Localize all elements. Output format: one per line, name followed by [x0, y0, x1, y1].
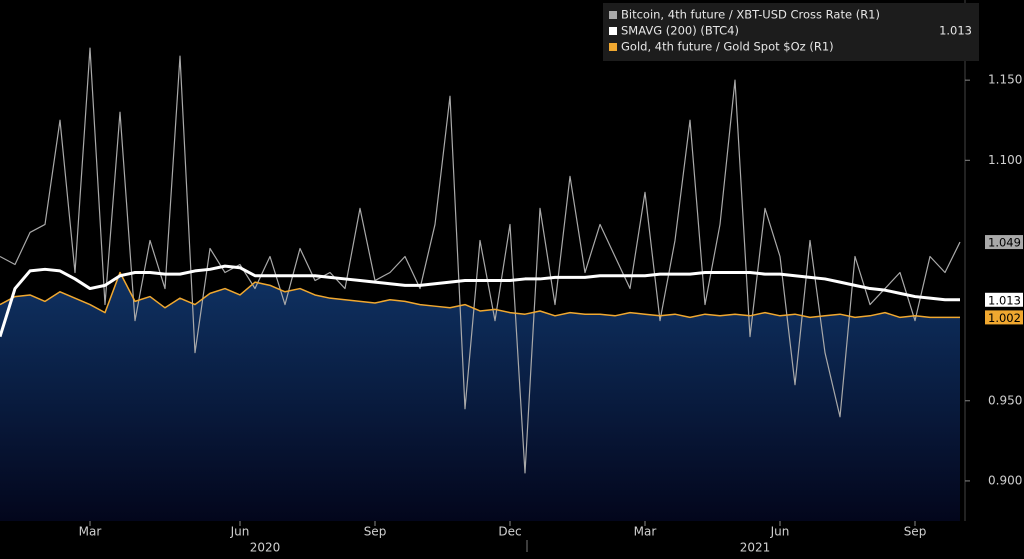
legend-box	[603, 3, 979, 61]
legend-label: SMAVG (200) (BTC4)	[621, 24, 739, 38]
x-tick-label: Sep	[364, 525, 387, 539]
x-tick-label: Dec	[498, 525, 521, 539]
legend-swatch	[609, 43, 617, 51]
legend-value: 1.013	[939, 24, 972, 38]
legend-label: Gold, 4th future / Gold Spot $Oz (R1)	[621, 40, 834, 54]
last-value-label: 1.013	[988, 293, 1021, 307]
x-tick-label: Sep	[904, 525, 927, 539]
y-tick-label: 0.900	[988, 473, 1022, 487]
x-tick-label: Jun	[230, 525, 250, 539]
x-tick-label: Mar	[634, 525, 657, 539]
last-value-label: 1.002	[988, 311, 1021, 325]
year-label: 2020	[250, 541, 281, 555]
last-value-box	[985, 235, 1023, 250]
series-line	[0, 264, 960, 338]
series-line	[0, 271, 960, 319]
x-tick-label: Jun	[770, 525, 790, 539]
last-value-box	[985, 292, 1023, 307]
legend-swatch	[609, 11, 617, 19]
legend-label: Bitcoin, 4th future / XBT-USD Cross Rate…	[621, 8, 880, 22]
last-value-box	[985, 310, 1023, 325]
year-label: 2021	[740, 541, 771, 555]
area	[0, 272, 960, 521]
y-tick-label: 1.100	[988, 153, 1022, 167]
last-value-label: 1.049	[988, 236, 1021, 250]
legend: Bitcoin, 4th future / XBT-USD Cross Rate…	[603, 3, 979, 61]
y-tick-label: 0.950	[988, 393, 1022, 407]
x-tick-label: Mar	[79, 525, 102, 539]
y-tick-label: 1.150	[988, 73, 1022, 87]
legend-swatch	[609, 27, 617, 35]
